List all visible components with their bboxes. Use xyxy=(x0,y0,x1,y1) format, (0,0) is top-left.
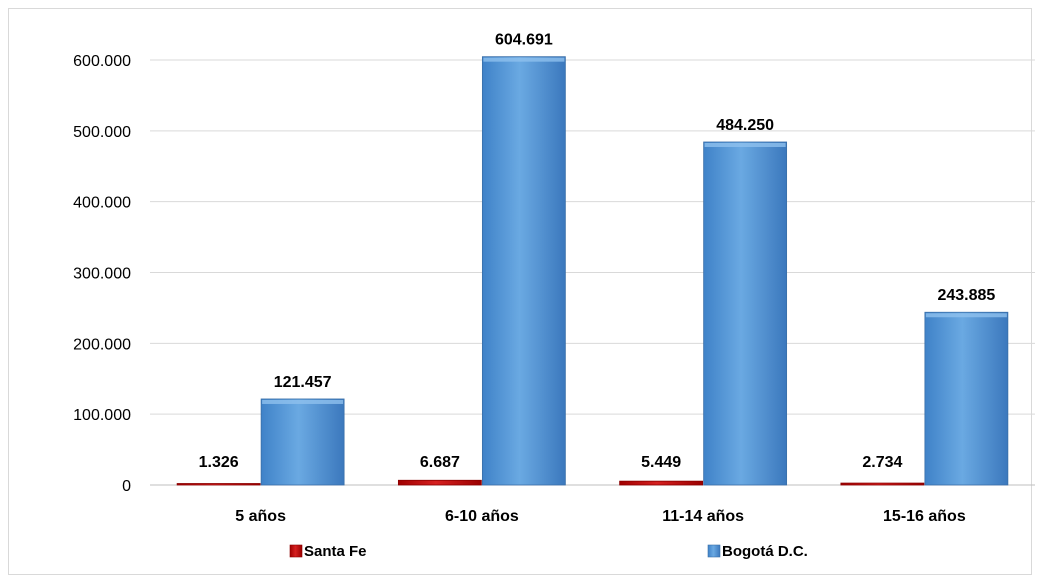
y-tick-label: 500.000 xyxy=(73,124,131,141)
bar-top-highlight xyxy=(262,399,344,404)
legend: Santa Fe Bogotá D.C. xyxy=(289,543,808,560)
x-tick-label: 6-10 años xyxy=(445,508,519,525)
legend-swatch xyxy=(289,544,303,558)
y-axis: 0 100.000 200.000 300.000 400.000 500.000 600.… xyxy=(73,53,131,495)
y-tick-label: 200.000 xyxy=(73,336,131,353)
bars xyxy=(176,56,1009,486)
bar-santa-fe xyxy=(397,479,482,486)
x-axis: 5 años 6-10 años 11-14 años 15-16 años xyxy=(235,508,966,525)
bar-bogota xyxy=(703,141,788,486)
bar-top-highlight xyxy=(483,57,565,62)
y-tick-label: 300.000 xyxy=(73,266,131,283)
data-label: 6.687 xyxy=(420,454,460,471)
legend-swatch xyxy=(707,544,721,558)
bar-santa-fe xyxy=(176,483,261,486)
y-tick-label: 400.000 xyxy=(73,195,131,212)
bar-santa-fe xyxy=(619,480,704,486)
bar-bogota xyxy=(481,56,566,486)
y-tick-label: 100.000 xyxy=(73,407,131,424)
data-label: 5.449 xyxy=(641,454,681,471)
data-label: 121.457 xyxy=(274,374,332,391)
bar-top-highlight xyxy=(925,313,1007,318)
legend-label: Santa Fe xyxy=(304,543,367,560)
bar-santa-fe xyxy=(840,482,925,486)
data-label: 604.691 xyxy=(495,32,553,49)
bar-top-highlight xyxy=(704,142,786,147)
bar-bogota xyxy=(924,311,1009,486)
data-label: 2.734 xyxy=(862,454,902,471)
x-tick-label: 5 años xyxy=(235,508,286,525)
data-labels: 1.326 121.457 6.687 604.691 5.449 484.250 2.73… xyxy=(199,32,996,471)
legend-label: Bogotá D.C. xyxy=(722,543,808,560)
data-label: 484.250 xyxy=(716,117,774,134)
y-tick-label: 0 xyxy=(122,478,131,495)
x-tick-label: 15-16 años xyxy=(883,508,966,525)
bar-bogota xyxy=(260,398,345,486)
data-label: 243.885 xyxy=(937,287,995,304)
x-tick-label: 11-14 años xyxy=(662,508,744,525)
data-label: 1.326 xyxy=(199,454,239,471)
y-tick-label: 600.000 xyxy=(73,53,131,70)
